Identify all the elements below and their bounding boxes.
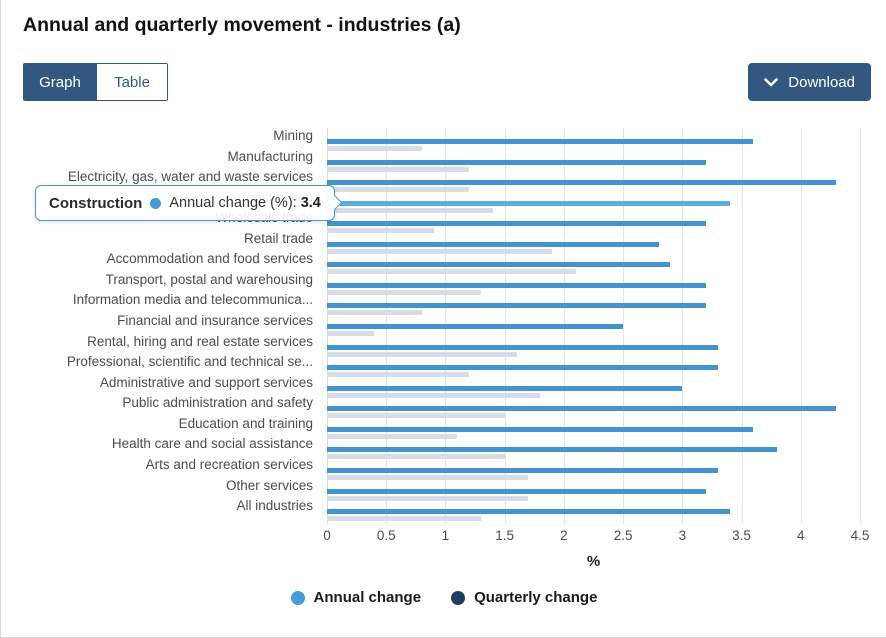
- x-tick-label: 0: [323, 528, 331, 543]
- category-label: Accommodation and food services: [106, 251, 313, 267]
- quarterly-bar[interactable]: [327, 166, 470, 172]
- table-tab[interactable]: Table: [96, 64, 167, 100]
- category-label: Other services: [225, 477, 313, 493]
- quarterly-bar[interactable]: [327, 495, 529, 501]
- x-tick-label: 3: [678, 528, 687, 543]
- x-tick-label: 3.5: [732, 528, 751, 543]
- legend-label: Annual change: [313, 589, 422, 606]
- quarterly-bar[interactable]: [327, 454, 505, 460]
- category-label: All industries: [236, 498, 313, 514]
- category-label: Electricity, gas, water and waste servic…: [67, 169, 313, 185]
- quarterly-bar[interactable]: [327, 269, 576, 275]
- annual-bar[interactable]: [327, 221, 707, 227]
- category-label: Administrative and support services: [99, 374, 313, 390]
- download-button-label: Download: [788, 73, 855, 91]
- annual-bar[interactable]: [327, 241, 659, 247]
- annual-bar[interactable]: [327, 180, 837, 186]
- download-button[interactable]: Download: [748, 63, 871, 101]
- x-tick-label: 2: [560, 528, 568, 543]
- annual-bar[interactable]: [327, 406, 837, 412]
- annual-bar[interactable]: [327, 200, 730, 206]
- quarterly-bar[interactable]: [327, 516, 481, 522]
- x-tick-label: 1: [441, 528, 450, 543]
- annual-bar[interactable]: [327, 303, 707, 309]
- quarterly-bar[interactable]: [327, 310, 422, 316]
- annual-bar[interactable]: [327, 365, 718, 371]
- annual-bar[interactable]: [327, 488, 707, 494]
- quarterly-bar[interactable]: [327, 413, 505, 419]
- quarterly-bar[interactable]: [327, 372, 470, 378]
- quarterly-bar[interactable]: [327, 351, 517, 357]
- gridline: [623, 128, 625, 524]
- category-label: Arts and recreation services: [145, 456, 313, 472]
- annual-bar[interactable]: [327, 467, 718, 473]
- chart-tooltip: Construction Annual change (%): 3.4: [35, 185, 343, 221]
- tooltip-category: Construction: [49, 194, 143, 212]
- gridline: [860, 128, 861, 524]
- legend-dot-icon: [290, 590, 305, 605]
- category-label: Health care and social assistance: [111, 436, 313, 452]
- tooltip-text: Annual change (%): 3.4: [169, 195, 321, 211]
- annual-bar[interactable]: [327, 426, 754, 432]
- legend-item[interactable]: Quarterly change: [451, 589, 597, 606]
- gridline: [682, 128, 684, 524]
- category-label: Public administration and safety: [122, 395, 313, 411]
- quarterly-bar[interactable]: [327, 474, 529, 480]
- annual-bar[interactable]: [327, 509, 730, 515]
- x-tick-label: 0.5: [376, 528, 396, 543]
- category-label: Rental, hiring and real estate services: [87, 333, 313, 349]
- annual-bar[interactable]: [327, 324, 624, 330]
- chevron-down-icon: [764, 77, 779, 87]
- gridline: [741, 128, 743, 524]
- quarterly-bar[interactable]: [327, 331, 375, 337]
- annual-bar[interactable]: [327, 385, 683, 391]
- annual-bar[interactable]: [327, 282, 707, 288]
- quarterly-bar[interactable]: [327, 207, 493, 213]
- page-title: Annual and quarterly movement - industri…: [23, 14, 461, 36]
- x-tick-label: 2.5: [613, 528, 633, 543]
- annual-bar[interactable]: [327, 139, 754, 144]
- category-label: Manufacturing: [227, 148, 313, 164]
- category-label: Retail trade: [243, 230, 313, 246]
- view-toggle: Graph Table: [23, 63, 168, 101]
- category-label: Professional, scientific and technical s…: [66, 354, 313, 370]
- quarterly-bar[interactable]: [327, 433, 458, 439]
- category-label: Information media and telecommunica...: [72, 292, 313, 308]
- quarterly-bar[interactable]: [327, 146, 422, 151]
- tooltip-value: 3.4: [300, 195, 321, 211]
- quarterly-bar[interactable]: [327, 248, 553, 254]
- x-axis-label: %: [586, 553, 601, 570]
- gridline: [800, 128, 802, 524]
- annual-bar[interactable]: [327, 447, 778, 453]
- quarterly-bar[interactable]: [327, 289, 481, 295]
- legend-dot-icon: [451, 590, 466, 605]
- x-tick-label: 4: [797, 528, 805, 543]
- category-label: Transport, postal and warehousing: [105, 271, 313, 287]
- graph-tab[interactable]: Graph: [24, 64, 96, 100]
- category-label: Mining: [273, 128, 313, 143]
- legend-label: Quarterly change: [474, 589, 598, 606]
- annual-bar[interactable]: [327, 344, 718, 350]
- legend-item[interactable]: Annual change: [290, 589, 422, 606]
- category-label: Financial and insurance services: [117, 313, 313, 329]
- quarterly-bar[interactable]: [327, 392, 541, 398]
- chart-legend: Annual change Quarterly change: [1, 589, 886, 606]
- annual-bar[interactable]: [327, 262, 671, 268]
- quarterly-bar[interactable]: [327, 228, 434, 234]
- series-dot-icon: [150, 197, 162, 209]
- quarterly-bar[interactable]: [327, 187, 470, 193]
- x-tick-label: 1.5: [495, 528, 515, 543]
- annual-bar[interactable]: [327, 159, 707, 165]
- x-tick-label: 4.5: [850, 528, 870, 543]
- category-label: Education and training: [178, 415, 313, 431]
